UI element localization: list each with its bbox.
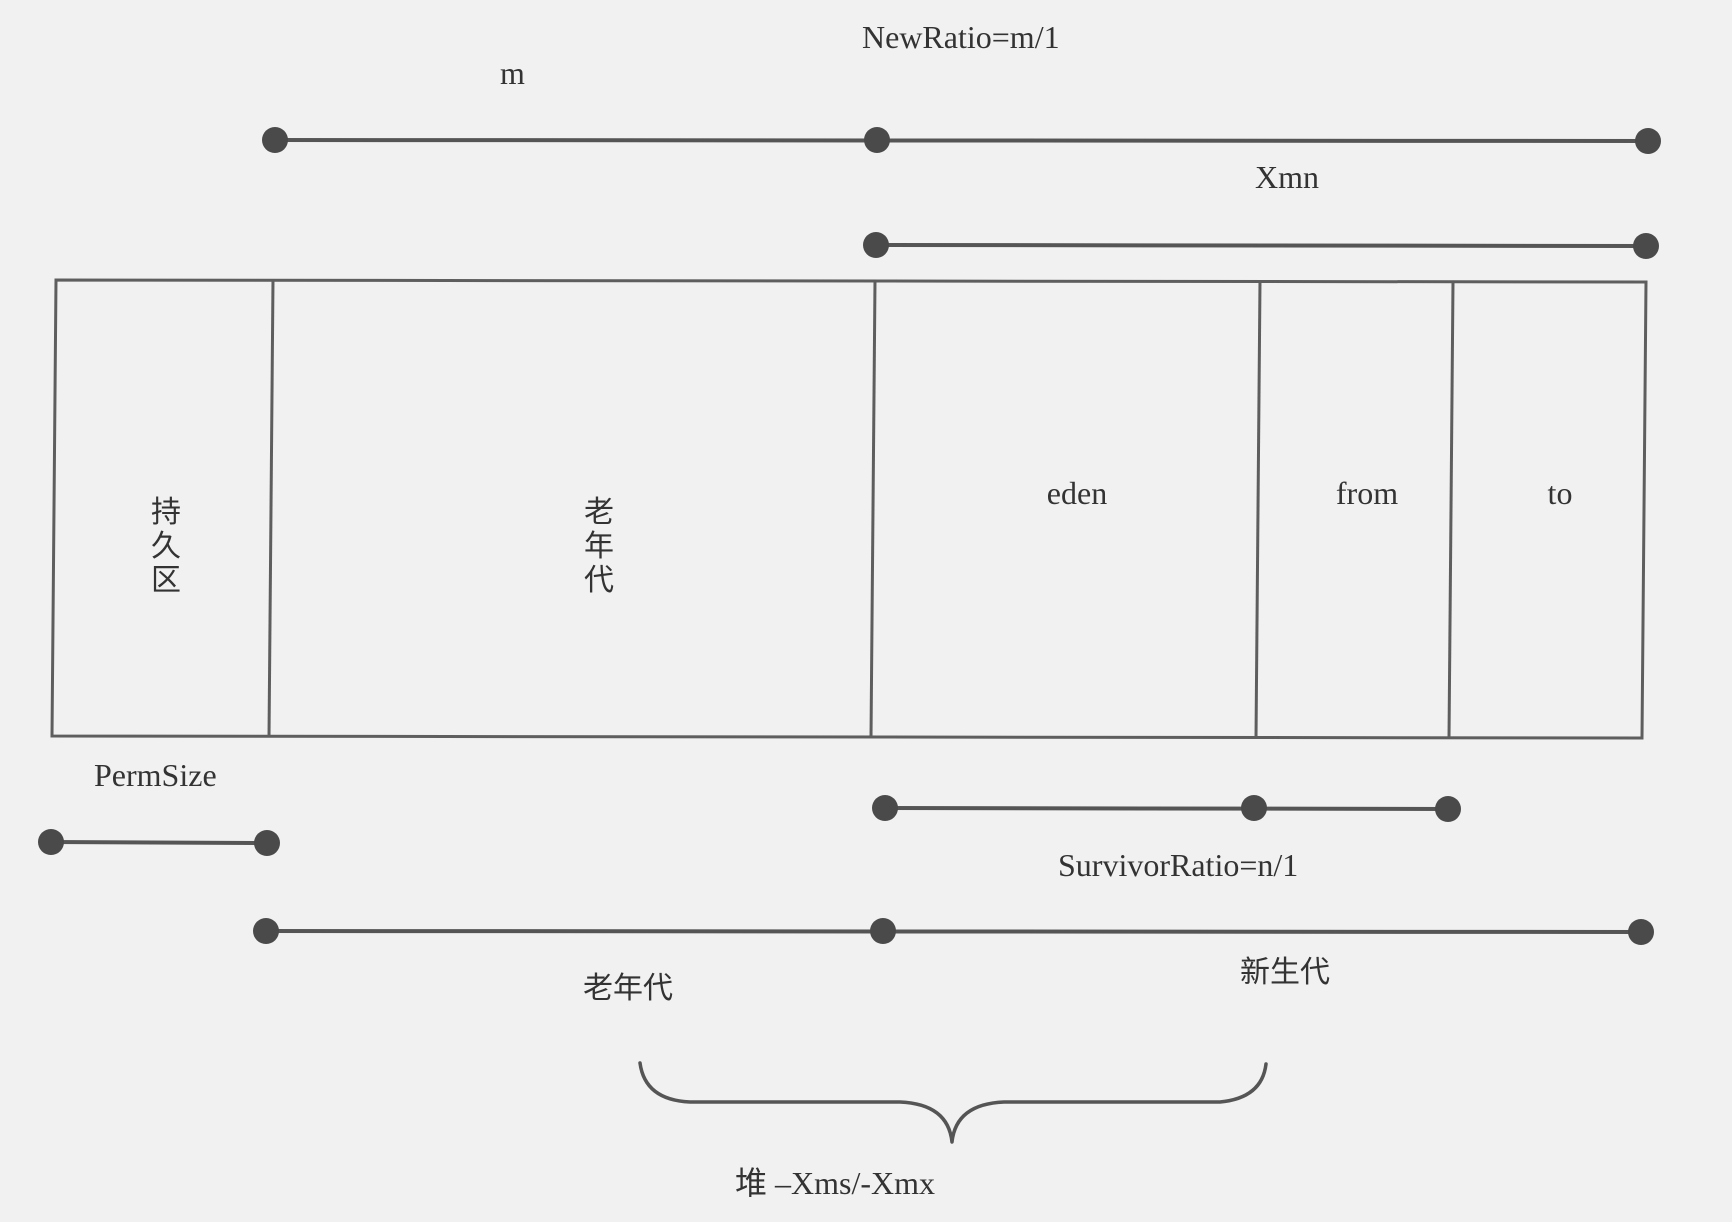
old-region-label: 老 年 代: [584, 495, 614, 598]
xmn-end-dot: [1633, 233, 1659, 259]
perm-size-end-dot: [254, 830, 280, 856]
xmn-start-dot: [863, 232, 889, 258]
new-ratio-span: [262, 127, 1661, 154]
eden-from-divider: [1254, 280, 1262, 739]
survivor-ratio-label: SurvivorRatio=n/1: [1058, 847, 1298, 883]
heap-outline: [50, 278, 1648, 740]
survivor-mid-dot: [1241, 795, 1267, 821]
perm-old-divider: [267, 279, 275, 738]
generation-end-dot: [1628, 919, 1654, 945]
heap-box: [50, 278, 1648, 740]
generation-start-dot: [253, 918, 279, 944]
xmn-line: [874, 243, 1648, 248]
heap-brace: [638, 1061, 1268, 1144]
generation-mid-dot: [870, 918, 896, 944]
young-gen-label: 新生代: [1240, 955, 1330, 990]
survivor-span: [872, 795, 1461, 822]
old-label-line1: 老: [584, 495, 614, 530]
survivor-line: [883, 806, 1450, 811]
new-ratio-line: [273, 138, 1650, 143]
perm-size-line: [49, 840, 269, 845]
m-label: m: [500, 55, 525, 91]
perm-label-line2: 久: [151, 529, 181, 564]
heap-label: 堆 –Xms/-Xmx: [735, 1165, 935, 1201]
old-eden-divider: [869, 280, 877, 738]
perm-size-start-dot: [38, 829, 64, 855]
survivor-end-dot: [1435, 796, 1461, 822]
xmn-label: Xmn: [1255, 159, 1319, 195]
from-to-divider: [1447, 281, 1455, 739]
survivor-start-dot: [872, 795, 898, 821]
perm-label-line3: 区: [151, 563, 181, 598]
old-label-line3: 代: [584, 563, 614, 598]
old-label-line2: 年: [584, 529, 614, 564]
generation-line: [264, 929, 1643, 934]
perm-label-line1: 持: [151, 495, 181, 530]
new-ratio-mid-dot: [864, 127, 890, 153]
from-label: from: [1336, 475, 1398, 511]
perm-size-label: PermSize: [94, 757, 217, 793]
perm-region-label: 持 久 区: [151, 495, 181, 598]
new-ratio-label: NewRatio=m/1: [862, 19, 1060, 55]
eden-label: eden: [1047, 475, 1107, 511]
new-ratio-start-dot: [262, 127, 288, 153]
old-gen-label: 老年代: [583, 971, 673, 1006]
xmn-span: [863, 232, 1659, 259]
new-ratio-end-dot: [1635, 128, 1661, 154]
to-label: to: [1548, 475, 1573, 511]
generation-span: [253, 918, 1654, 945]
perm-size-span: [38, 829, 280, 856]
